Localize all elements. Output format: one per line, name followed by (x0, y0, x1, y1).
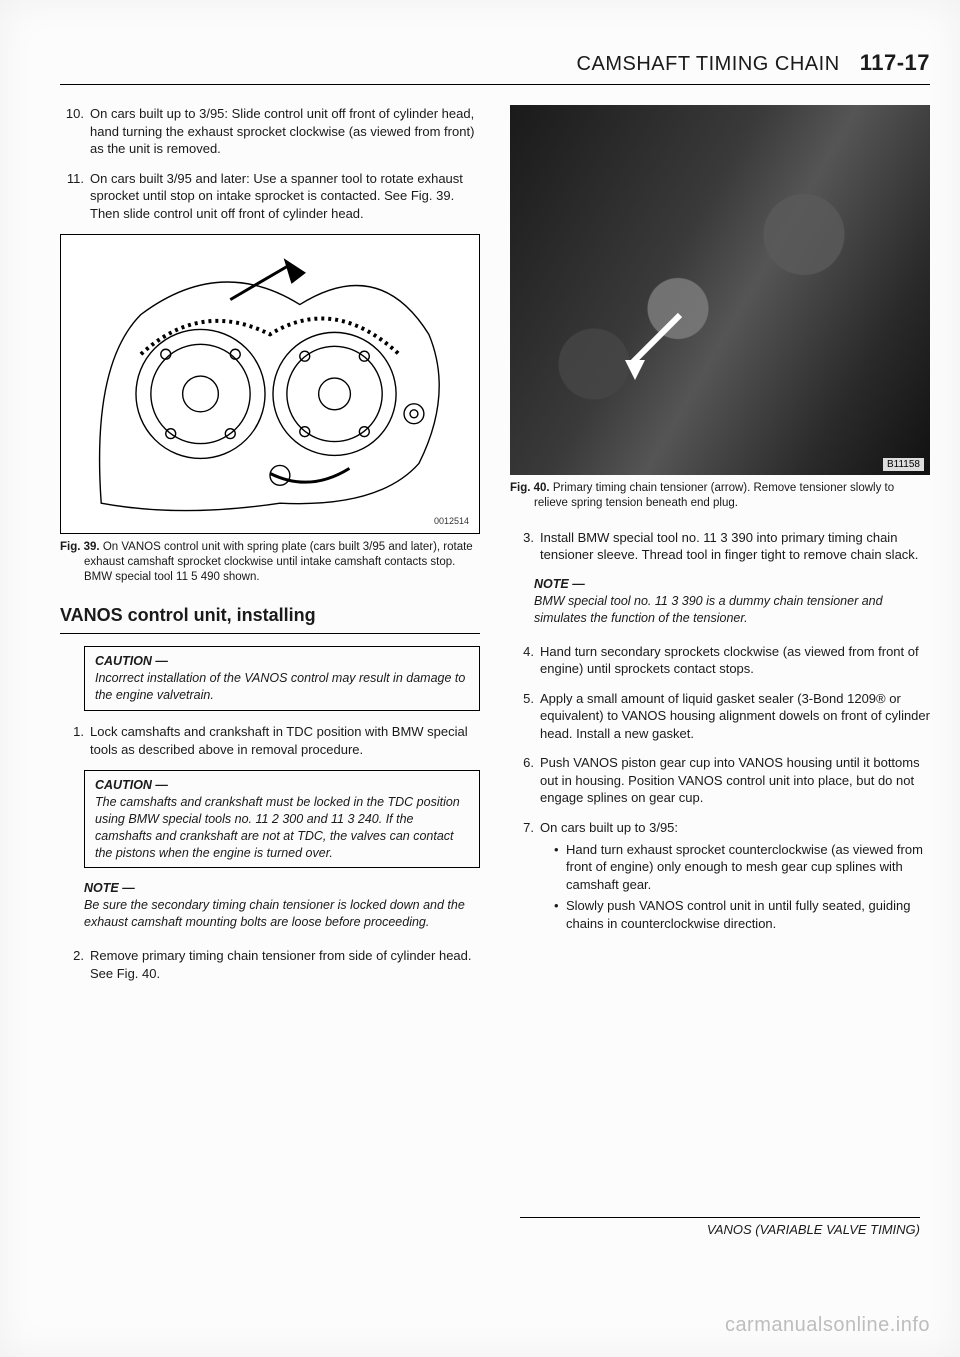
note-2: NOTE — BMW special tool no. 11 3 390 is … (534, 576, 930, 627)
page-header: CAMSHAFT TIMING CHAIN 117-17 (60, 50, 930, 85)
step-text: Remove primary timing chain tensioner fr… (90, 947, 480, 982)
step-number: 6. (510, 754, 540, 807)
caution-box-1: CAUTION — Incorrect installation of the … (84, 646, 480, 711)
bullet-item: Hand turn exhaust sprocket counterclockw… (554, 841, 930, 894)
install-step-1: 1. Lock camshafts and crankshaft in TDC … (60, 723, 480, 758)
install-step-2: 2. Remove primary timing chain tensioner… (60, 947, 480, 982)
step-text: Hand turn secondary sprockets clockwise … (540, 643, 930, 678)
figure-39-label: Fig. 39. (60, 541, 100, 553)
step-number: 5. (510, 690, 540, 743)
caution-label: CAUTION — (95, 777, 469, 794)
caution-label: CAUTION — (95, 653, 469, 670)
step-10: 10. On cars built up to 3/95: Slide cont… (60, 105, 480, 158)
install-step-7: 7. On cars built up to 3/95: Hand turn e… (510, 819, 930, 942)
bullet-item: Slowly push VANOS control unit in until … (554, 897, 930, 932)
step-number: 4. (510, 643, 540, 678)
photo-arrow-overlay (510, 105, 930, 475)
step-number: 10. (60, 105, 90, 158)
step-text: Lock camshafts and crankshaft in TDC pos… (90, 723, 480, 758)
note-1: NOTE — Be sure the secondary timing chai… (84, 880, 480, 931)
installing-subheading: VANOS control unit, installing (60, 603, 480, 627)
note-label: NOTE — (534, 576, 930, 593)
step-number: 2. (60, 947, 90, 982)
step-text: On cars built up to 3/95: Hand turn exha… (540, 819, 930, 942)
figure-39-diagram: 0012514 (60, 234, 480, 534)
install-step-6: 6. Push VANOS piston gear cup into VANOS… (510, 754, 930, 807)
two-column-layout: 10. On cars built up to 3/95: Slide cont… (60, 105, 930, 994)
step-text: On cars built up to 3/95: Slide control … (90, 105, 480, 158)
install-step-4: 4. Hand turn secondary sprockets clockwi… (510, 643, 930, 678)
caution-body: The camshafts and crankshaft must be loc… (95, 794, 469, 862)
note-label: NOTE — (84, 880, 480, 897)
step-text: On cars built 3/95 and later: Use a span… (90, 170, 480, 223)
step-7-intro: On cars built up to 3/95: (540, 820, 678, 835)
left-column: 10. On cars built up to 3/95: Slide cont… (60, 105, 480, 994)
figure-40-caption-text: Primary timing chain tensioner (arrow). … (534, 482, 894, 509)
step-text: Install BMW special tool no. 11 3 390 in… (540, 529, 930, 564)
figure-39-id: 0012514 (434, 515, 469, 527)
figure-40-id: B11158 (883, 458, 924, 472)
footer-text: VANOS (VARIABLE VALVE TIMING) (707, 1222, 920, 1237)
step-7-bullets: Hand turn exhaust sprocket counterclockw… (554, 841, 930, 933)
step-number: 7. (510, 819, 540, 942)
figure-40-photo: B11158 (510, 105, 930, 475)
install-step-5: 5. Apply a small amount of liquid gasket… (510, 690, 930, 743)
step-text: Apply a small amount of liquid gasket se… (540, 690, 930, 743)
vanos-diagram-svg (71, 245, 469, 523)
step-number: 1. (60, 723, 90, 758)
figure-40-label: Fig. 40. (510, 482, 550, 494)
figure-39-caption: Fig. 39. On VANOS control unit with spri… (60, 540, 480, 585)
note-body: Be sure the secondary timing chain tensi… (84, 897, 480, 931)
chapter-title: CAMSHAFT TIMING CHAIN (577, 53, 840, 75)
step-number: 11. (60, 170, 90, 223)
install-step-3: 3. Install BMW special tool no. 11 3 390… (510, 529, 930, 564)
step-text: Push VANOS piston gear cup into VANOS ho… (540, 754, 930, 807)
note-body: BMW special tool no. 11 3 390 is a dummy… (534, 593, 930, 627)
right-column: B11158 Fig. 40. Primary timing chain ten… (510, 105, 930, 994)
page-footer: VANOS (VARIABLE VALVE TIMING) (520, 1217, 920, 1237)
step-11: 11. On cars built 3/95 and later: Use a … (60, 170, 480, 223)
figure-39-caption-text: On VANOS control unit with spring plate … (84, 541, 473, 583)
subheading-rule (60, 633, 480, 634)
caution-box-2: CAUTION — The camshafts and crankshaft m… (84, 770, 480, 868)
step-number: 3. (510, 529, 540, 564)
section-number: 117-17 (860, 50, 930, 75)
figure-40-caption: Fig. 40. Primary timing chain tensioner … (510, 481, 930, 511)
caution-body: Incorrect installation of the VANOS cont… (95, 670, 469, 704)
manual-page: CAMSHAFT TIMING CHAIN 117-17 10. On cars… (0, 0, 960, 1357)
watermark: carmanualsonline.info (725, 1314, 930, 1337)
